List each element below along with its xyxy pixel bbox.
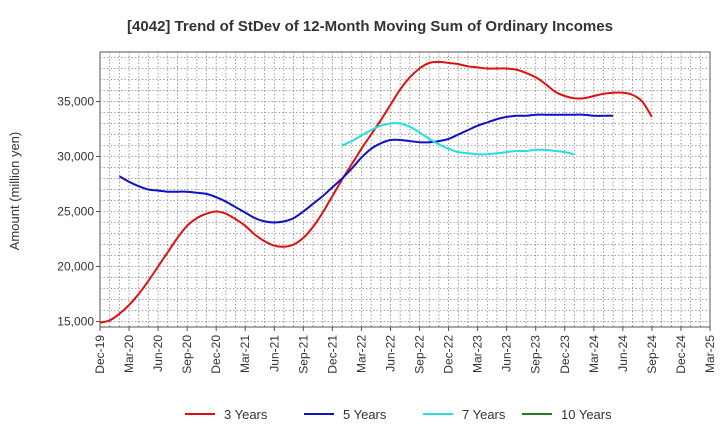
x-tick-label: Jun-24	[616, 335, 630, 372]
x-tick-label: Mar-22	[354, 335, 368, 373]
legend-label: 5 Years	[343, 407, 387, 422]
x-tick-label: Dec-22	[442, 335, 456, 374]
x-tick-label: Jun-21	[267, 335, 281, 372]
x-tick-label: Jun-23	[500, 335, 514, 372]
legend-label: 10 Years	[561, 407, 612, 422]
x-tick-label: Sep-23	[529, 335, 543, 374]
y-tick-label: 15,000	[57, 315, 94, 329]
y-tick-label: 25,000	[57, 205, 94, 219]
x-tick-label: Jun-22	[383, 335, 397, 372]
x-tick-label: Sep-24	[645, 335, 659, 374]
legend: 3 Years 5 Years 7 Years 10 Years	[185, 407, 612, 422]
x-tick-label: Sep-21	[296, 335, 310, 374]
y-axis-label: Amount (million yen)	[7, 132, 22, 251]
x-tick-label: Mar-24	[587, 335, 601, 373]
x-tick-label: Mar-20	[122, 335, 136, 373]
x-tick-label: Dec-19	[93, 335, 107, 374]
grid	[100, 52, 710, 327]
series-group	[99, 60, 653, 324]
series-line-5-years	[118, 113, 614, 224]
x-tick-label: Dec-20	[209, 335, 223, 374]
y-tick-label: 30,000	[57, 150, 94, 164]
x-tick-label: Dec-21	[325, 335, 339, 374]
y-axis: 15,000 20,000 25,000 30,000 35,000	[57, 95, 100, 329]
x-tick-label: Sep-20	[180, 335, 194, 374]
x-tick-label: Jun-20	[151, 335, 165, 372]
legend-label: 3 Years	[224, 407, 268, 422]
x-tick-label: Mar-25	[703, 335, 717, 373]
y-tick-label: 20,000	[57, 260, 94, 274]
x-tick-label: Dec-24	[674, 335, 688, 374]
x-tick-label: Mar-23	[471, 335, 485, 373]
x-axis: Dec-19 Mar-20 Jun-20 Sep-20 Dec-20 Mar-21 Jun-…	[93, 327, 717, 374]
series-line-7-years	[341, 122, 575, 156]
legend-label: 7 Years	[462, 407, 506, 422]
y-tick-label: 35,000	[57, 95, 94, 109]
x-tick-label: Sep-22	[413, 335, 427, 374]
chart-title: [4042] Trend of StDev of 12-Month Moving…	[127, 18, 613, 35]
x-tick-label: Dec-23	[558, 335, 572, 374]
x-tick-label: Mar-21	[238, 335, 252, 373]
